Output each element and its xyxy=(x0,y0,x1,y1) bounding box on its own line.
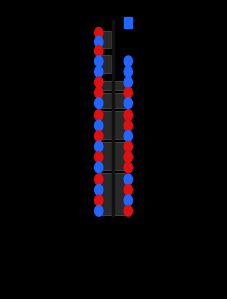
Circle shape xyxy=(95,98,103,109)
Bar xyxy=(124,17,132,28)
Circle shape xyxy=(95,36,103,47)
Circle shape xyxy=(95,56,103,67)
Circle shape xyxy=(95,28,103,38)
Circle shape xyxy=(95,174,103,185)
Bar xyxy=(99,142,125,170)
Circle shape xyxy=(124,205,132,216)
Circle shape xyxy=(124,120,132,131)
Circle shape xyxy=(95,110,103,120)
Circle shape xyxy=(95,195,103,206)
Bar xyxy=(99,55,111,73)
Circle shape xyxy=(124,152,132,162)
Circle shape xyxy=(95,205,103,216)
Circle shape xyxy=(95,141,103,152)
Circle shape xyxy=(124,162,132,173)
Circle shape xyxy=(124,184,132,195)
Circle shape xyxy=(124,174,132,185)
Bar xyxy=(99,81,125,90)
Circle shape xyxy=(95,184,103,195)
Bar xyxy=(99,31,111,48)
Bar xyxy=(99,173,125,215)
Circle shape xyxy=(124,195,132,206)
Circle shape xyxy=(124,66,132,77)
Circle shape xyxy=(95,77,103,88)
Circle shape xyxy=(95,120,103,131)
Circle shape xyxy=(95,152,103,162)
Circle shape xyxy=(124,87,132,98)
Bar xyxy=(99,111,125,139)
Circle shape xyxy=(124,56,132,67)
Circle shape xyxy=(95,45,103,56)
Circle shape xyxy=(124,131,132,141)
Circle shape xyxy=(95,131,103,141)
Circle shape xyxy=(124,77,132,88)
Bar xyxy=(99,93,125,108)
Circle shape xyxy=(124,98,132,109)
Circle shape xyxy=(95,162,103,173)
Circle shape xyxy=(95,87,103,98)
Circle shape xyxy=(124,110,132,120)
Circle shape xyxy=(95,66,103,77)
Circle shape xyxy=(124,141,132,152)
